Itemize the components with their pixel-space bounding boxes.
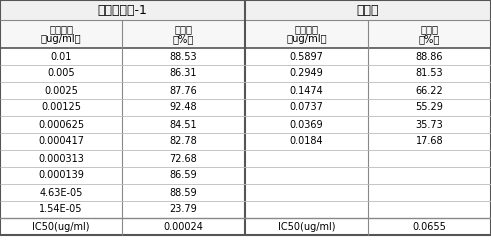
Bar <box>0 116 491 133</box>
Text: 0.1474: 0.1474 <box>290 86 324 95</box>
Text: IC50(ug/ml): IC50(ug/ml) <box>278 221 335 232</box>
Bar <box>245 0 491 20</box>
Text: 0.00125: 0.00125 <box>41 102 81 113</box>
Text: 87.76: 87.76 <box>169 86 197 95</box>
Text: 17.68: 17.68 <box>416 136 443 147</box>
Text: 0.000313: 0.000313 <box>38 154 84 163</box>
Bar <box>0 218 491 235</box>
Bar <box>0 0 245 20</box>
Text: IC50(ug/ml): IC50(ug/ml) <box>32 221 90 232</box>
Text: 0.0369: 0.0369 <box>290 120 323 129</box>
Text: 格列卫: 格列卫 <box>357 4 379 16</box>
Text: 88.53: 88.53 <box>170 52 197 61</box>
Text: 给药浓度: 给药浓度 <box>49 24 73 34</box>
Text: 66.22: 66.22 <box>415 86 443 95</box>
Text: 0.01: 0.01 <box>50 52 72 61</box>
Text: 0.000139: 0.000139 <box>38 170 84 181</box>
Text: 抑制率: 抑制率 <box>174 24 192 34</box>
Bar <box>0 150 491 167</box>
Bar <box>0 20 491 48</box>
Text: 0.000417: 0.000417 <box>38 136 84 147</box>
Text: （ug/ml）: （ug/ml） <box>286 34 327 44</box>
Text: 4.63E-05: 4.63E-05 <box>39 187 82 198</box>
Text: 86.59: 86.59 <box>170 170 197 181</box>
Text: 0.5897: 0.5897 <box>290 52 324 61</box>
Text: 23.79: 23.79 <box>169 205 197 214</box>
Text: 给药浓度: 给药浓度 <box>295 24 319 34</box>
Bar <box>0 133 491 150</box>
Bar <box>0 82 491 99</box>
Text: 0.00024: 0.00024 <box>164 221 203 232</box>
Text: 抑制率: 抑制率 <box>420 24 438 34</box>
Text: （%）: （%） <box>173 34 194 44</box>
Text: 88.59: 88.59 <box>170 187 197 198</box>
Text: 88.86: 88.86 <box>416 52 443 61</box>
Text: 55.29: 55.29 <box>415 102 443 113</box>
Text: 0.0025: 0.0025 <box>44 86 78 95</box>
Text: 35.73: 35.73 <box>415 120 443 129</box>
Bar <box>0 184 491 201</box>
Bar <box>0 201 491 218</box>
Text: 1.54E-05: 1.54E-05 <box>39 205 83 214</box>
Text: 0.0737: 0.0737 <box>290 102 324 113</box>
Bar <box>0 48 491 65</box>
Text: （ug/ml）: （ug/ml） <box>41 34 82 44</box>
Text: 72.68: 72.68 <box>169 154 197 163</box>
Text: 抑癌功能茶-1: 抑癌功能茶-1 <box>98 4 147 16</box>
Text: 0.0655: 0.0655 <box>412 221 446 232</box>
Text: 81.53: 81.53 <box>416 68 443 79</box>
Text: 92.48: 92.48 <box>170 102 197 113</box>
Text: 0.2949: 0.2949 <box>290 68 324 79</box>
Bar <box>0 167 491 184</box>
Text: 84.51: 84.51 <box>170 120 197 129</box>
Text: 0.000625: 0.000625 <box>38 120 84 129</box>
Text: 86.31: 86.31 <box>170 68 197 79</box>
Text: 82.78: 82.78 <box>169 136 197 147</box>
Bar <box>0 65 491 82</box>
Bar <box>0 99 491 116</box>
Text: 0.005: 0.005 <box>47 68 75 79</box>
Text: 0.0184: 0.0184 <box>290 136 323 147</box>
Text: （%）: （%） <box>419 34 440 44</box>
